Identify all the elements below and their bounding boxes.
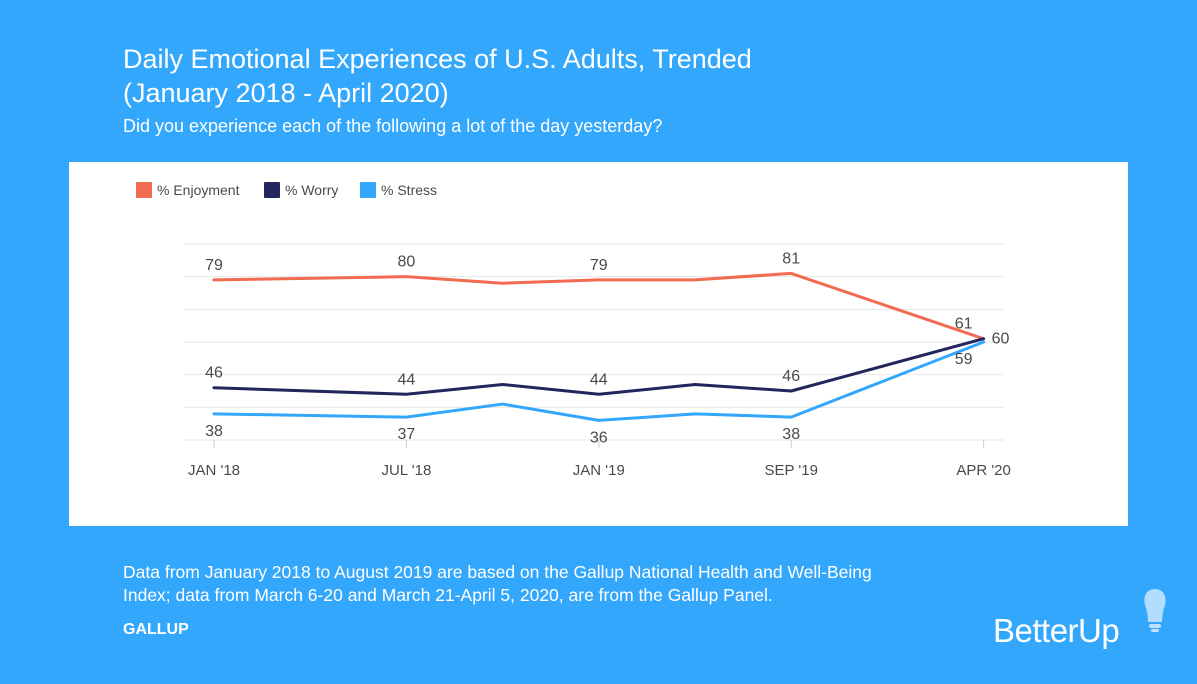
line-chart: JAN '18 JUL '18 JAN '19 SEP '19 APR '20 79 80… (136, 182, 1011, 479)
x-tick-label: APR '20 (956, 462, 1011, 479)
legend-swatch-worry (264, 182, 280, 198)
x-tick-label: JUL '18 (381, 462, 431, 479)
chart-panel: JAN '18 JUL '18 JAN '19 SEP '19 APR '20 79 80… (69, 162, 1128, 526)
chart-title: Daily Emotional Experiences of U.S. Adul… (123, 42, 883, 110)
legend-label-stress: % Stress (381, 182, 437, 198)
data-source-note: Data from January 2018 to August 2019 ar… (123, 561, 1023, 607)
x-tick-label: SEP '19 (764, 462, 817, 479)
data-label-enjoyment: 61 (955, 316, 973, 333)
data-label-worry: 60 (992, 331, 1010, 348)
data-label-stress: 37 (398, 426, 416, 443)
source-label: GALLUP (123, 621, 189, 638)
series-line-worry (212, 337, 986, 396)
data-label-enjoyment: 79 (205, 257, 223, 274)
data-label-enjoyment: 80 (398, 254, 416, 271)
data-label-worry: 44 (398, 371, 416, 388)
legend-label-worry: % Worry (285, 182, 338, 198)
brand-logo-text: BetterUp (993, 612, 1120, 649)
x-tick-label: JAN '19 (573, 462, 625, 479)
data-label-stress: 38 (205, 423, 223, 440)
chart-subtitle: Did you experience each of the following… (123, 116, 663, 136)
data-label-stress: 38 (782, 426, 800, 443)
legend: % Enjoyment % Worry % Stress (136, 182, 437, 198)
lightbulb-icon (1144, 589, 1166, 632)
note-line-2: Index; data from March 6-20 and March 21… (123, 585, 773, 605)
data-label-stress: 59 (955, 351, 973, 368)
data-label-stress: 36 (590, 429, 608, 446)
chart-title-line-2: (January 2018 - April 2020) (123, 78, 449, 108)
note-line-1: Data from January 2018 to August 2019 ar… (123, 562, 872, 582)
x-axis: JAN '18 JUL '18 JAN '19 SEP '19 APR '20 (188, 440, 1011, 479)
data-labels: 79 80 79 81 61 46 44 44 46 60 38 37 36 38 59 (205, 250, 1009, 446)
series-line-stress (212, 340, 986, 422)
data-label-enjoyment: 81 (782, 250, 800, 267)
legend-swatch-enjoyment (136, 182, 152, 198)
x-tick-label: JAN '18 (188, 462, 240, 479)
data-label-worry: 46 (205, 365, 223, 382)
legend-swatch-stress (360, 182, 376, 198)
data-label-worry: 46 (782, 368, 800, 385)
data-label-worry: 44 (590, 371, 608, 388)
series-line-enjoyment (212, 271, 986, 341)
series-lines (212, 271, 986, 422)
data-label-enjoyment: 79 (590, 257, 608, 274)
legend-label-enjoyment: % Enjoyment (157, 182, 240, 198)
chart-title-line-1: Daily Emotional Experiences of U.S. Adul… (123, 44, 752, 74)
